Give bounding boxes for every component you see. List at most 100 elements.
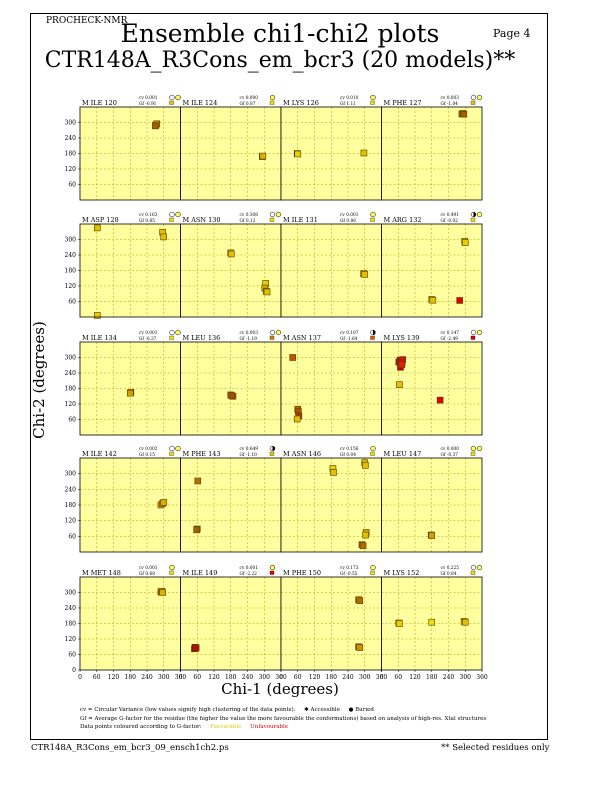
- x-tick-label: 180: [225, 674, 237, 681]
- x-tick-label: 300: [158, 674, 170, 681]
- x-tick-label: 0: [279, 674, 283, 681]
- half-accessible-icon: [272, 446, 275, 451]
- data-point: [160, 499, 168, 506]
- data-point: [356, 644, 364, 651]
- accessible-icon: [169, 211, 175, 218]
- data-point: [228, 250, 235, 258]
- data-point: [289, 354, 297, 361]
- data-point: [398, 361, 405, 369]
- data-point: [456, 297, 463, 304]
- buried-icon: [476, 564, 483, 571]
- y-tick-label: 180: [65, 151, 77, 158]
- x-tick-label: 60: [93, 674, 101, 681]
- gf-color-swatch: [470, 451, 476, 456]
- data-point: [228, 392, 236, 400]
- gf-value: Gf 0.86: [340, 219, 356, 224]
- legend-accessible: Accessible: [310, 707, 340, 713]
- gf-color-swatch: [470, 570, 476, 575]
- x-axis-label: Chi-1 (degrees): [221, 680, 339, 698]
- y-tick-label: 120: [65, 283, 77, 290]
- gf-value: Gf 0.84: [441, 572, 457, 577]
- buried-icon: [175, 445, 181, 452]
- cv-value: cv 0.649: [240, 447, 259, 452]
- y-tick-label: 120: [65, 518, 77, 525]
- page-title: Ensemble chi1-chi2 plots: [120, 19, 440, 48]
- x-tick-label: 60: [394, 674, 402, 681]
- x-tick-label: 0: [179, 674, 183, 681]
- gf-value: Gf 1.11: [340, 102, 356, 107]
- half-accessible-icon: [473, 212, 476, 217]
- legend-favourable: Favourable: [210, 724, 242, 730]
- data-point: [460, 110, 468, 118]
- y-tick-label: 180: [65, 268, 77, 275]
- y-tick-label: 60: [68, 417, 76, 424]
- buried-icon: ●: [348, 707, 354, 713]
- y-tick-label: 300: [65, 590, 77, 597]
- data-point: [193, 526, 200, 534]
- buried-icon: [175, 329, 181, 336]
- gf-color-swatch: [169, 217, 174, 222]
- gf-value: Gf -1.10: [240, 453, 258, 458]
- x-tick-label: 180: [426, 674, 438, 681]
- legend-gf-text: Gf = Average G-factor for the residue (t…: [80, 715, 487, 722]
- data-point: [159, 589, 166, 596]
- y-tick-label: 60: [68, 299, 76, 306]
- cv-value: cv 0.156: [340, 447, 359, 452]
- y-tick-label: 60: [68, 182, 76, 189]
- y-tick-label: 60: [68, 533, 76, 540]
- y-tick-label: 0: [72, 667, 76, 674]
- data-point: [360, 149, 368, 157]
- accessible-icon: [470, 94, 477, 101]
- y-tick-label: 180: [65, 502, 77, 509]
- buried-icon: [175, 211, 181, 218]
- buried-icon: [269, 564, 276, 571]
- residue-label: M LEU 136: [183, 334, 221, 342]
- cv-value: cv 0.491: [441, 213, 460, 218]
- cv-value: cv 0.002: [139, 447, 158, 452]
- x-tick-label: 120: [409, 674, 421, 681]
- residue-label: M ILE 131: [283, 216, 318, 224]
- x-tick-label: 240: [242, 674, 254, 681]
- gf-color-swatch: [169, 451, 174, 456]
- data-point: [259, 152, 267, 160]
- buried-icon: [476, 329, 483, 336]
- y-tick-label: 240: [65, 486, 77, 493]
- gf-value: Gf 0.12: [240, 219, 256, 224]
- x-tick-label: 60: [294, 674, 302, 681]
- y-tick-label: 120: [65, 166, 77, 173]
- gf-color-swatch: [169, 100, 174, 105]
- data-point: [294, 150, 302, 158]
- panel-border: [381, 223, 483, 318]
- y-tick-label: 180: [65, 386, 77, 393]
- x-tick-label: 240: [342, 674, 354, 681]
- gf-value: Gf -0.37: [441, 453, 459, 458]
- gf-value: Gf -0.02: [441, 219, 459, 224]
- legend-line-colour: Data points coloured according to G-fact…: [80, 723, 520, 732]
- data-point: [263, 288, 271, 296]
- cv-value: cv 0.001: [340, 213, 359, 218]
- cv-value: cv 0.147: [441, 331, 460, 336]
- cv-value: cv 0.010: [340, 96, 359, 101]
- data-point: [428, 532, 436, 539]
- residue-label: M ILE 120: [82, 99, 117, 107]
- gf-color-swatch: [169, 570, 174, 575]
- gf-value: Gf -0.91: [139, 102, 157, 107]
- buried-icon: [476, 211, 483, 218]
- gf-color-swatch: [470, 100, 476, 105]
- cv-value: cv 0.001: [139, 331, 158, 336]
- data-point: [192, 644, 200, 652]
